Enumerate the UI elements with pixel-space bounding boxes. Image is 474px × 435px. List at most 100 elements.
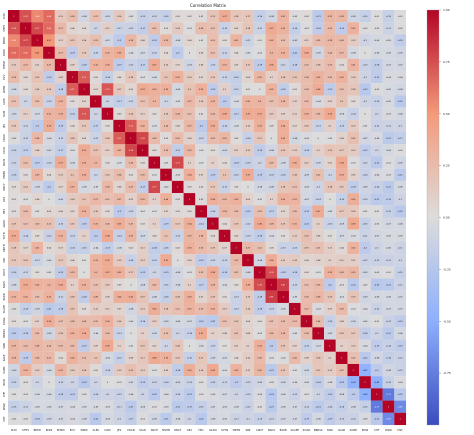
x-tick-label: ECV [70, 428, 75, 432]
cell-value-label: 0 [259, 89, 261, 91]
cell-value-label: 0.26 [211, 113, 216, 115]
cell-value-label: 0.21 [94, 16, 99, 18]
heatmap-cell [148, 351, 161, 365]
cell-value-label: -0.22 [398, 394, 404, 396]
cell-value-label: 0.36 [269, 65, 274, 67]
heatmap-cell [160, 351, 172, 365]
heatmap-cell [31, 290, 44, 303]
heatmap-cells: 1 0.74 0.56 0.66 0.15 0.24 -0.08 0.21 -0.09 0.16-… [8, 10, 407, 426]
cell-value-label: -0.05 [327, 211, 333, 213]
cell-value-label: -0.21 [210, 321, 216, 323]
cell-value-label: -0.03 [351, 236, 357, 238]
heatmap-cell [324, 217, 336, 230]
heatmap-cell [195, 229, 208, 242]
heatmap-cell [347, 132, 360, 145]
heatmap-cell [277, 388, 289, 401]
cell-value-label: -0.17 [58, 150, 64, 152]
cell-value-label: -0.12 [152, 16, 158, 18]
heatmap-cell [207, 412, 219, 426]
heatmap-cell [288, 193, 301, 206]
heatmap-cell [54, 351, 67, 365]
colorbar-tick-label: 0.50 [443, 112, 450, 116]
cell-value-label: 0.22 [351, 358, 356, 360]
heatmap-cell [382, 315, 395, 328]
cell-value-label: 0.02 [105, 162, 110, 164]
cell-value-label: 0.18 [234, 16, 239, 18]
heatmap-cell [382, 302, 395, 316]
cell-value-label: 0.17 [199, 358, 204, 360]
heatmap-cell [136, 83, 149, 96]
heatmap-cell [136, 132, 149, 145]
cell-value-label: -0.13 [222, 187, 228, 189]
heatmap-cell [242, 241, 254, 255]
heatmap-cell [242, 339, 254, 352]
cell-value-label: 0.18 [246, 28, 251, 30]
cell-value-label: 0.66 [23, 52, 28, 54]
heatmap-cell [277, 34, 289, 47]
heatmap-cell [43, 144, 55, 157]
cell-value-label: 0.19 [211, 16, 216, 18]
heatmap-cell [43, 71, 55, 84]
heatmap-cell [171, 376, 184, 389]
cell-value-label: -0.01 [11, 394, 17, 396]
heatmap-cell [43, 46, 55, 59]
heatmap-cell [160, 290, 172, 303]
cell-value-label: 0.28 [94, 297, 99, 299]
heatmap-cell [277, 302, 289, 316]
heatmap-cell [347, 46, 360, 59]
heatmap-cell [183, 302, 196, 316]
heatmap-cell [136, 22, 149, 35]
heatmap-cell [54, 144, 67, 157]
heatmap-cell [19, 10, 32, 23]
heatmap-cell [66, 46, 79, 59]
cell-value-label: 0.07 [328, 162, 333, 164]
heatmap-cell [148, 412, 161, 426]
cell-value-label: 0.14 [82, 40, 87, 42]
cell-value-label: 1 [353, 370, 355, 372]
heatmap-cell [136, 34, 149, 47]
cell-value-label: -0.09 [316, 162, 322, 164]
cell-value-label: -0.14 [374, 187, 380, 189]
heatmap-cell [382, 22, 395, 35]
cell-value-label: 0 [107, 382, 109, 384]
cell-value-label: 0.77 [23, 40, 28, 42]
heatmap-cell [113, 278, 126, 291]
heatmap-cell [218, 22, 231, 35]
heatmap-cell [195, 302, 208, 316]
cell-value-label: -0.07 [398, 309, 404, 311]
y-tick-label: SCTN [2, 232, 6, 239]
heatmap-cell [19, 144, 32, 157]
heatmap-cell [230, 376, 243, 389]
heatmap-cell [113, 388, 126, 401]
heatmap-cell [101, 132, 114, 145]
cell-value-label: -0.13 [292, 284, 298, 286]
cell-value-label: -0.11 [58, 297, 64, 299]
heatmap-cell [89, 376, 102, 389]
heatmap-cell [359, 95, 371, 108]
heatmap-cell [160, 217, 172, 230]
heatmap-cell [218, 95, 231, 108]
heatmap-cell [101, 168, 114, 181]
cell-value-label: 0.09 [70, 65, 75, 67]
heatmap-cell [324, 315, 336, 328]
cell-value-label: 0.31 [293, 223, 298, 225]
cell-value-label: 1 [119, 126, 121, 128]
heatmap-cell [288, 95, 301, 108]
heatmap-cell [171, 400, 184, 413]
heatmap-cell [54, 180, 67, 194]
cell-value-label: 1 [48, 52, 50, 54]
cell-value-label: -0.02 [128, 16, 134, 18]
cell-value-label: -0.05 [386, 40, 392, 42]
heatmap-cell [19, 217, 32, 230]
heatmap-cell [335, 205, 348, 218]
heatmap-cell [370, 107, 383, 120]
heatmap-cell [394, 266, 407, 279]
cell-value-label: -0.07 [58, 419, 64, 421]
cell-value-label: -0.08 [82, 419, 88, 421]
cell-value-label: -0.02 [23, 394, 29, 396]
cell-value-label: -0.13 [93, 52, 99, 54]
heatmap-cell [394, 168, 407, 181]
heatmap-cell [347, 95, 360, 108]
heatmap-cell [347, 71, 360, 84]
cell-value-label: -0.02 [164, 187, 170, 189]
